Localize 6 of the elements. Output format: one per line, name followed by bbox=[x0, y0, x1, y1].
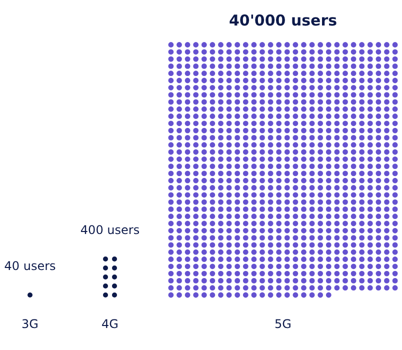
category-label: 3G bbox=[22, 317, 38, 332]
data-label: 400 users bbox=[80, 223, 140, 238]
category-label: 5G bbox=[274, 317, 292, 332]
data-label: 40 users bbox=[4, 259, 56, 274]
data-label: 40'000 users bbox=[228, 12, 338, 30]
category-label: 4G bbox=[102, 317, 118, 332]
